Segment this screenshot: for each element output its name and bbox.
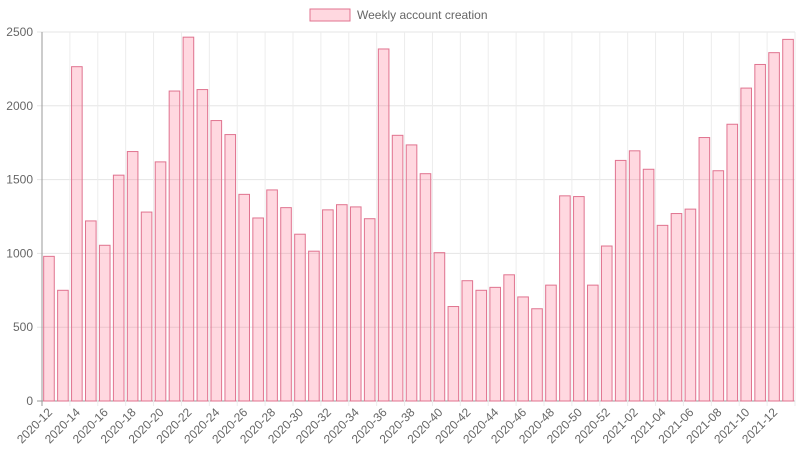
y-tick-label: 1000 [6,246,33,260]
y-tick-label: 2500 [6,25,33,39]
bar [182,36,195,402]
bar [98,244,111,402]
bar [489,286,501,402]
bar [336,204,348,402]
bar [377,48,390,402]
y-tick-label: 500 [13,320,33,334]
bar [419,173,432,402]
bar [126,151,139,402]
bar [349,206,362,402]
bar [280,207,292,402]
bar [112,174,125,402]
bar [308,250,320,402]
bar [712,170,725,402]
bar [698,137,711,402]
bar [85,220,97,402]
bar [768,52,780,402]
bar [656,224,669,402]
bar [252,217,264,402]
bar [43,255,55,402]
bar [391,134,404,402]
bar [754,63,766,402]
bar [614,159,627,402]
bar [628,150,641,402]
bar [475,289,488,402]
bar [447,306,460,402]
y-tick-label: 0 [26,394,33,408]
bar [71,66,83,402]
bar [294,233,306,402]
bar [545,284,557,402]
bar [587,284,599,402]
bar [405,144,418,402]
bar [740,87,752,402]
bar [517,296,529,402]
bar [782,38,794,402]
legend-swatch[interactable] [309,8,351,22]
y-tick-label: 2000 [6,99,33,113]
bar [196,89,209,402]
bar [684,208,697,402]
bar [559,195,571,402]
bar [726,123,739,402]
bar [154,161,167,402]
bar [670,213,683,402]
bar [210,120,223,402]
bar [503,274,515,402]
legend-label[interactable]: Weekly account creation [357,8,488,22]
bar [363,218,376,402]
bar [573,196,585,402]
bar [322,209,334,402]
bar [57,289,69,402]
bar [600,245,613,402]
bar [461,280,474,402]
bar [168,90,181,402]
bar [140,211,153,402]
bar [238,193,250,402]
bar [224,134,237,402]
bar [642,168,655,402]
bar [531,308,543,402]
bar [433,252,446,402]
bar [266,189,278,402]
y-tick-label: 1500 [6,173,33,187]
